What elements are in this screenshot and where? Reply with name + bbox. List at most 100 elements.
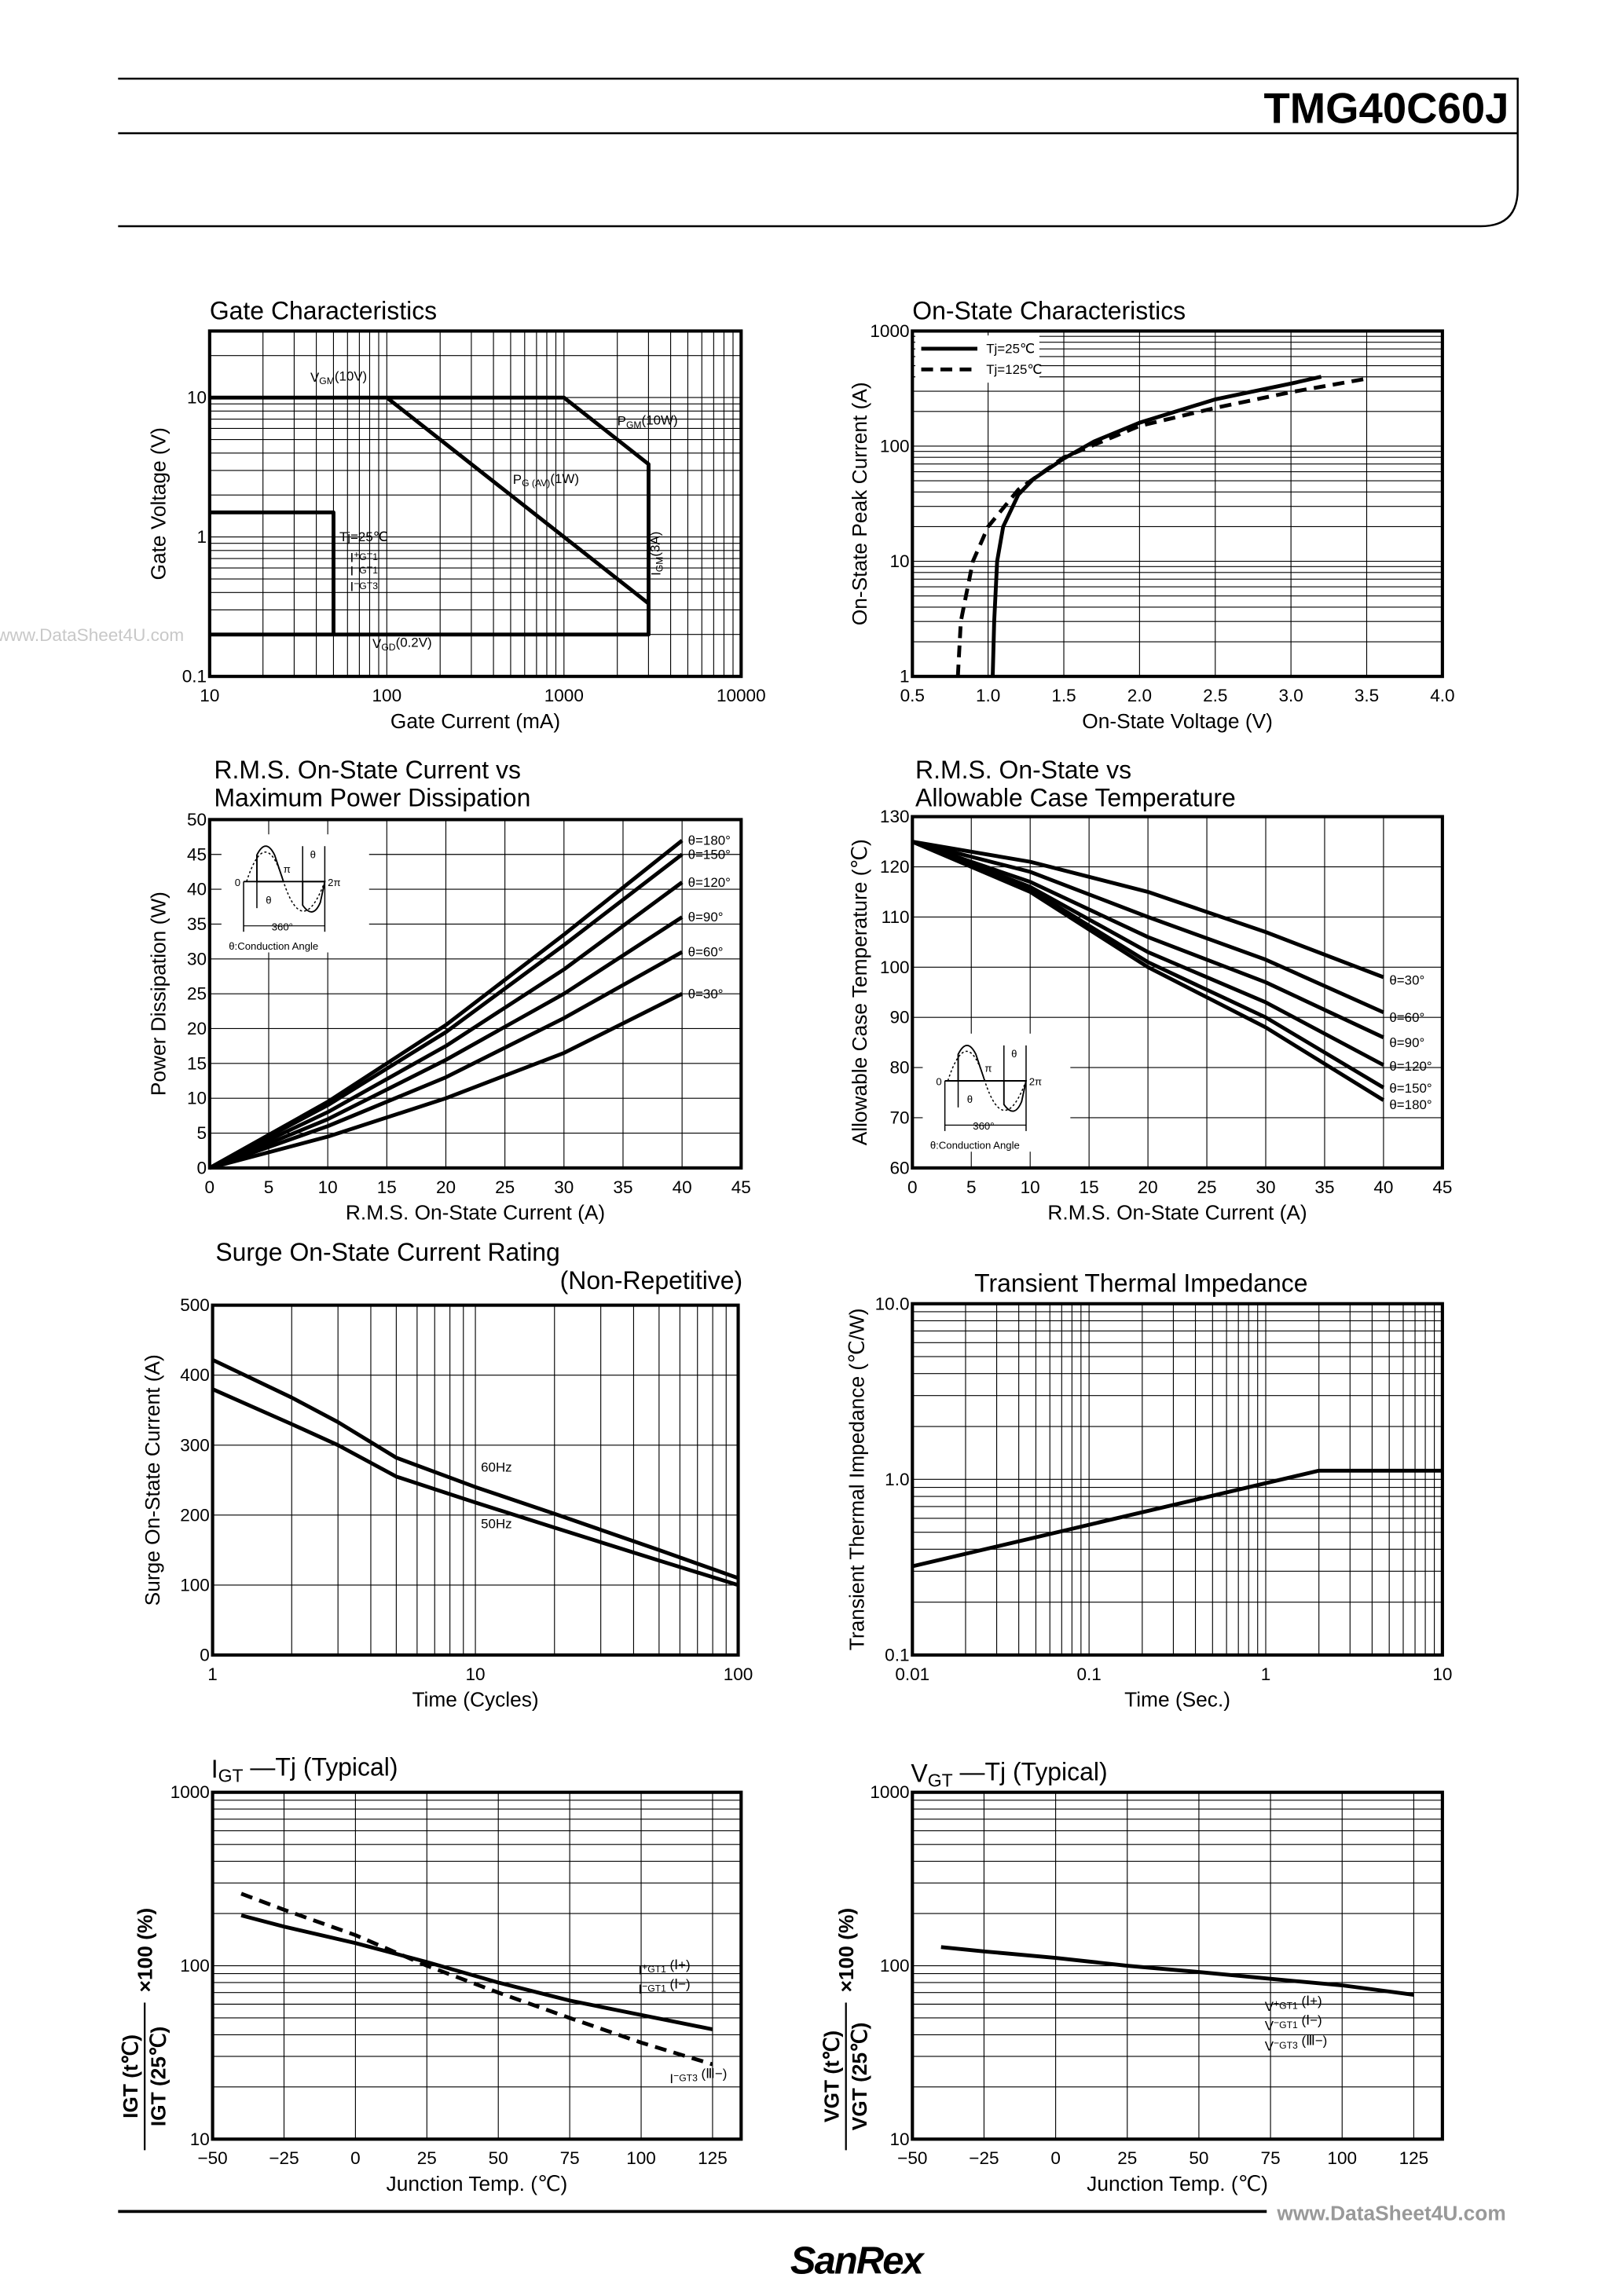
text-part: G (AV)	[522, 478, 550, 489]
annotation: I−GT3 (Ⅲ−)	[669, 2067, 727, 2087]
y-tick-label: 40	[187, 880, 207, 899]
y-label-factor: ×100 (%)	[134, 1908, 157, 1992]
series-line-1	[211, 1357, 739, 1580]
chart-title: Transient Thermal Impedance	[974, 1269, 1307, 1298]
plot-frame	[911, 1302, 1444, 1657]
x-tick-label: 5	[264, 1177, 274, 1197]
inset-label: 0	[235, 877, 240, 888]
x-tick-label: 25	[1117, 2148, 1137, 2168]
text-part: GT1	[359, 551, 378, 562]
x-tick-label: 100	[626, 2148, 656, 2168]
sanrex-logo: SanRex	[790, 2239, 926, 2282]
inset-label: π	[984, 1063, 992, 1075]
x-tick-label: 2.0	[1127, 686, 1152, 705]
x-tick-label: 100	[372, 686, 402, 705]
text-part: GT	[218, 1766, 244, 1786]
text-part: GT3	[1279, 2040, 1298, 2051]
x-tick-label: 2.5	[1203, 686, 1227, 705]
y-tick-label: 110	[882, 907, 910, 927]
y-tick-label: 400	[180, 1365, 210, 1385]
annotation: V+GT1 (Ⅰ+)	[1265, 1994, 1322, 2014]
x-tick-label: 50	[1189, 2148, 1208, 2168]
series-line-3	[208, 881, 684, 1170]
chart-title: IGT —Tj (Typical)	[211, 1753, 398, 1786]
y-axis-label: On-State Peak Current (A)	[848, 382, 871, 625]
x-tick-label: 40	[1373, 1177, 1393, 1197]
text-part: V	[1265, 2018, 1274, 2033]
annotation: I−GT1	[350, 562, 379, 578]
text-part: GT1	[359, 565, 378, 576]
plot-frame	[911, 329, 1444, 679]
x-tick-label: 3.5	[1355, 686, 1379, 705]
y-tick-label: 100	[880, 437, 910, 456]
watermark-right: www.DataSheet4U.com	[1276, 2202, 1505, 2225]
text-part: —Tj (Typical)	[953, 1757, 1108, 1785]
grid	[912, 816, 1443, 1168]
text-part: GM	[319, 375, 335, 386]
y-tick-label: 15	[187, 1053, 207, 1073]
grid	[912, 1792, 1443, 2140]
text-part: +	[642, 1961, 647, 1972]
y-tick-label: 70	[889, 1108, 909, 1127]
plot-frame	[207, 818, 743, 1170]
y-tick-label: 120	[880, 857, 910, 877]
chart-title: VGT —Tj (Typical)	[911, 1757, 1107, 1790]
annotation: I+GT1	[350, 549, 379, 565]
series-line-5	[209, 950, 684, 1170]
grid	[912, 331, 1443, 677]
inset-background	[922, 1033, 1071, 1152]
y-tick-label: 200	[180, 1505, 210, 1525]
header-frame	[118, 77, 1519, 228]
text-part: I	[638, 1982, 642, 1997]
plot-frame	[911, 815, 1444, 1170]
series-label: θ=30°	[688, 987, 724, 1002]
x-tick-label: 25	[495, 1177, 515, 1197]
y-tick-label: 60	[889, 1158, 909, 1177]
y-tick-label: 0.1	[885, 1645, 909, 1664]
text-part: GT1	[1279, 2000, 1298, 2011]
y-tick-label: 100	[180, 1956, 210, 1976]
x-tick-label: −25	[969, 2148, 999, 2168]
chart-title: Surge On-State Current Rating	[215, 1238, 559, 1266]
x-tick-label: 10	[1021, 1177, 1040, 1197]
y-axis-label: Surge On-State Current (A)	[141, 1354, 164, 1606]
text-part: −	[673, 2071, 679, 2082]
x-tick-label: 4.0	[1430, 686, 1454, 705]
y-tick-label: 130	[880, 807, 910, 826]
x-tick-label: 0.01	[895, 1664, 929, 1684]
x-tick-label: 1.0	[976, 686, 1000, 705]
annotation: V−GT3 (Ⅲ−)	[1265, 2034, 1328, 2054]
x-tick-label: 75	[560, 2148, 580, 2168]
series-label: θ=180°	[688, 833, 731, 848]
x-tick-label: 20	[1138, 1177, 1158, 1197]
x-tick-label: 1	[207, 1664, 218, 1684]
annotation: I+GT1 (Ⅰ+)	[638, 1957, 690, 1978]
chart-7: IGT —Tj (Typical)−50 −25 0 25 50 75 100 1251010…	[119, 1753, 743, 2195]
y-label-factor: ×100 (%)	[834, 1908, 858, 1992]
inset-label: 0	[936, 1076, 941, 1088]
series-line-6	[209, 991, 684, 1170]
x-tick-label: 10000	[717, 686, 766, 705]
annotation: VGM(10V)	[310, 369, 367, 386]
text-part: (3A)	[647, 532, 662, 557]
x-tick-label: 50	[489, 2148, 508, 2168]
text-part: (10V)	[335, 369, 367, 384]
series-label: θ=30°	[1389, 973, 1424, 988]
series-line-3	[911, 840, 1384, 1039]
legend-label: Tj=25℃	[986, 342, 1035, 357]
chart-title: On-State Characteristics	[912, 296, 1186, 324]
y-tick-label: 300	[180, 1435, 210, 1455]
text-part: GM	[626, 419, 642, 430]
x-tick-label: 10	[200, 686, 219, 705]
inset-positive-half	[256, 845, 285, 883]
x-tick-label: 1.5	[1051, 686, 1076, 705]
text-part: GT1	[1279, 2020, 1298, 2031]
series-line-1	[911, 840, 1384, 980]
text-part: (Ⅲ−)	[698, 2067, 728, 2082]
x-axis-label: Junction Temp. (℃)	[1087, 2172, 1268, 2195]
x-tick-label: 5	[966, 1177, 977, 1197]
legend: Tj=25℃ Tj=125℃	[915, 335, 1042, 383]
series-label: θ=150°	[688, 847, 731, 862]
y-axis-label: Power Dissipation (W)	[146, 892, 170, 1096]
